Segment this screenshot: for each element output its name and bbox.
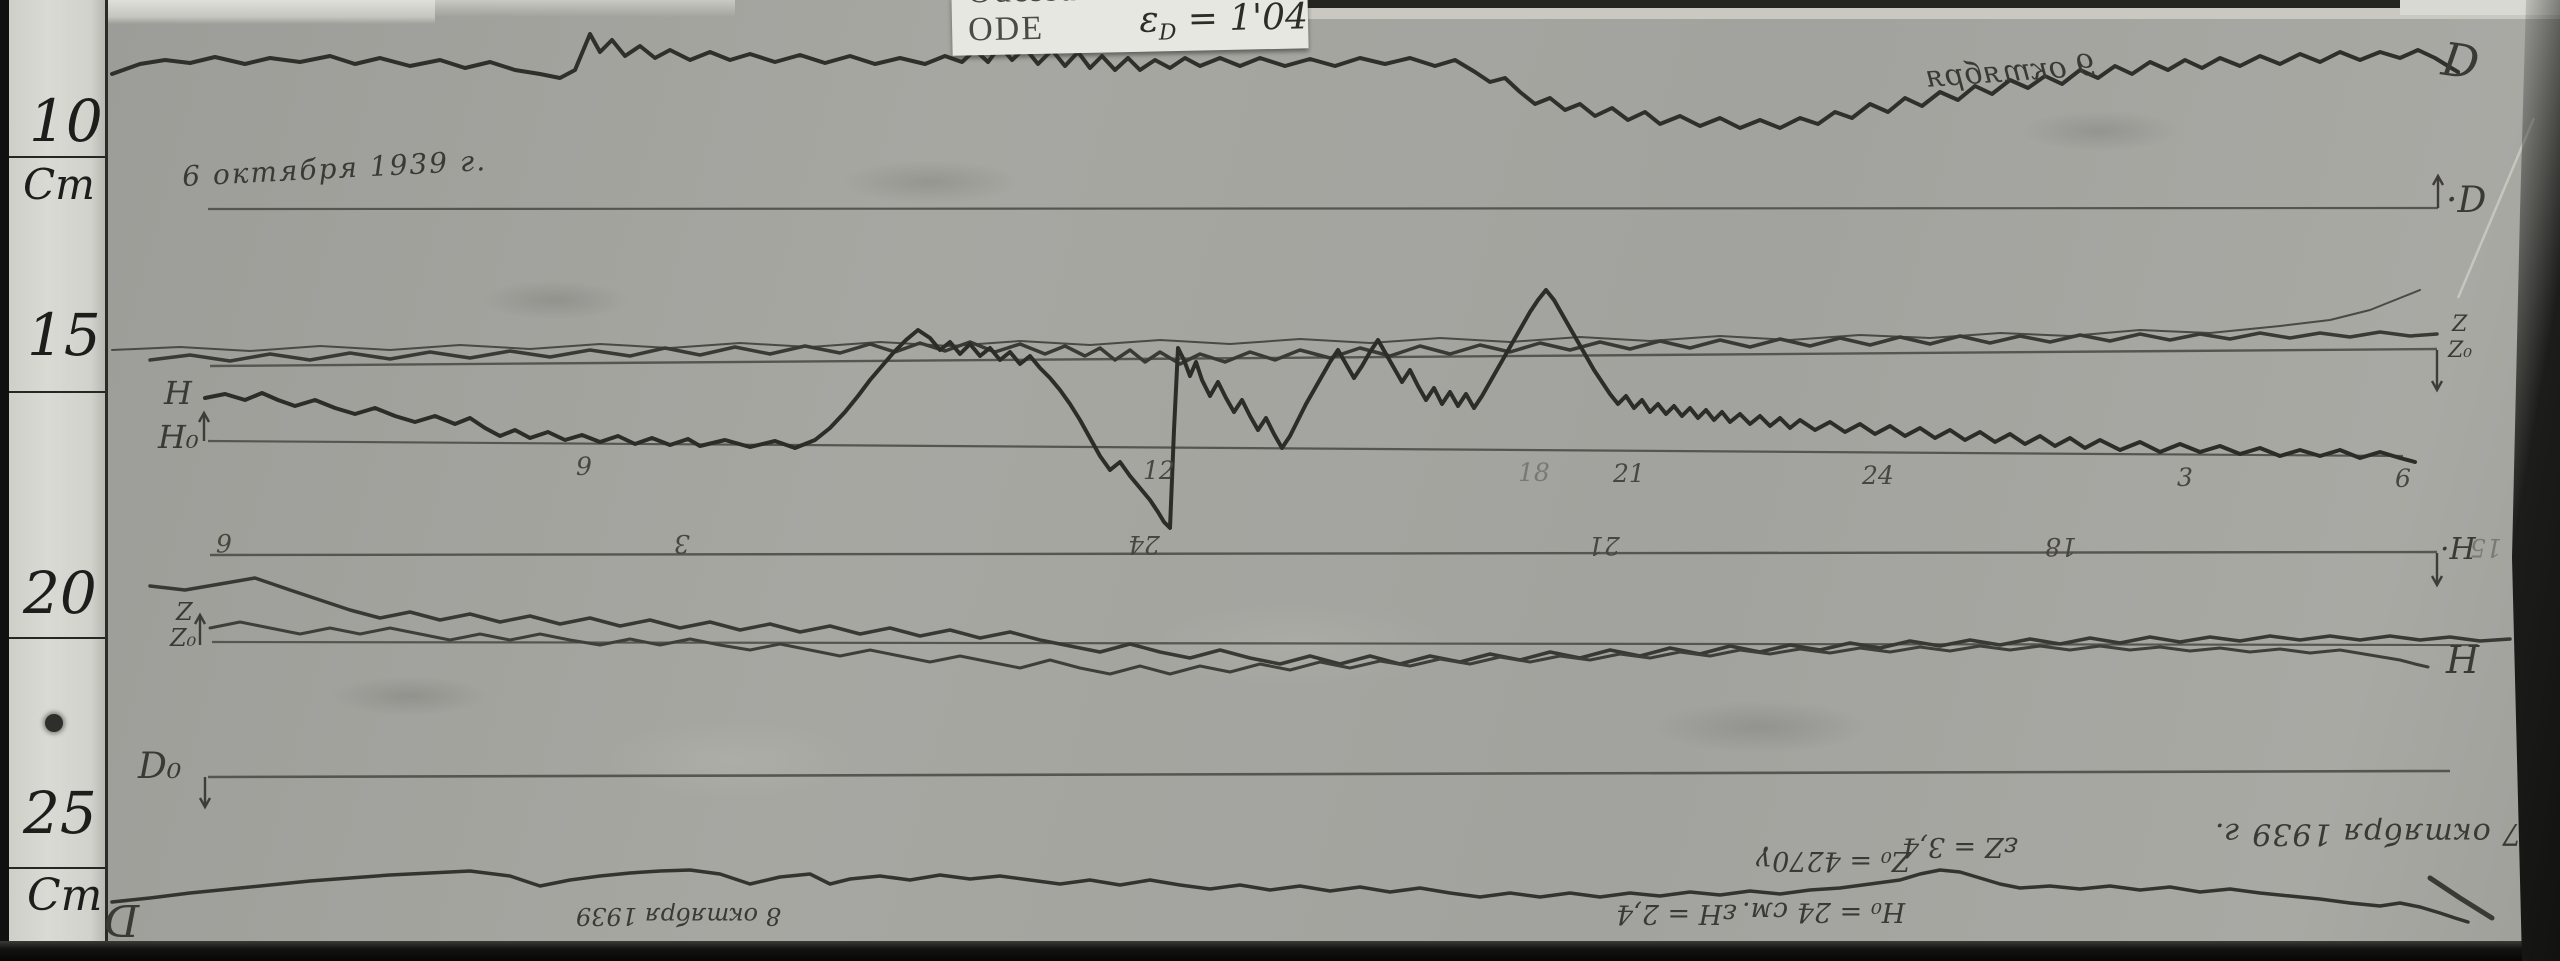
observatory-name: Odessa-ODE [967, 0, 1091, 49]
centimeter-ruler: 10 Cm 15 20 25 Cm [9, 0, 108, 944]
base-h-annotation: H₀ = 24 см. [1742, 896, 1906, 927]
trace-D-7oct [110, 868, 2470, 924]
arrowhead-up-icon [193, 612, 207, 625]
ruler-tick [9, 156, 105, 158]
hour-label: 21 [1588, 531, 1620, 560]
hour-label: 6 [2395, 464, 2411, 493]
d-trace-label-right: D [2438, 31, 2483, 91]
z0-baseline-label-right: Z₀ [2448, 338, 2473, 363]
h0-baseline-label-left: H₀ [158, 418, 199, 456]
baseline-Z0-7oct [211, 640, 2479, 647]
arrowhead-up-icon [2431, 173, 2445, 186]
hour-label: 18 [1518, 458, 1550, 487]
trace-Z-7oct [148, 576, 2512, 666]
hour-label: 3 [2177, 463, 2193, 492]
z0-baseline-label-left: Z₀ [170, 624, 197, 652]
arrowhead-down-icon [198, 797, 212, 810]
paper-light-patch [600, 720, 860, 800]
h-trace-label-left: H [164, 374, 192, 412]
d0-baseline-label-left: D₀ [138, 746, 182, 787]
epsilon-value: = 1'04 [1187, 0, 1309, 40]
trace-H-6oct [203, 288, 2417, 530]
date-annotation-8oct-rotated: 8 октября 1939 [576, 902, 781, 930]
arrowhead-up-icon [197, 410, 211, 423]
film-edge [0, 0, 9, 961]
ruler-unit-cm: Cm [23, 160, 95, 209]
ruler-tick [9, 637, 105, 639]
paper-light-patch [1150, 600, 1450, 690]
paper-smudge [480, 280, 630, 320]
z-trace-label-left: Z [176, 598, 193, 626]
trace-Z-6oct [148, 330, 2439, 366]
ruler-tick [9, 391, 105, 393]
trace-pencil-slash [2427, 875, 2495, 921]
top-right-highlight [2400, 0, 2560, 15]
h-trace-label-right: H [2446, 638, 2480, 682]
baseline-H0-6oct [207, 439, 2404, 458]
d0-baseline-label-right: ·D [2446, 180, 2487, 221]
top-edge-highlight [435, 0, 735, 17]
observatory-label-box: Odessa-ODE εD = 1'04 [951, 0, 1309, 56]
hour-label: 3 [674, 529, 690, 558]
paper-smudge [840, 160, 1020, 204]
scale-value-label: εD = 1'04 [1139, 0, 1309, 46]
baseline-D0-6oct [207, 206, 2439, 211]
scale-h-annotation: εH = 2,4 [1616, 898, 1737, 929]
paper-smudge [330, 676, 490, 716]
ruler-mark-20: 20 [23, 559, 97, 627]
epsilon-subscript: D [1158, 20, 1177, 46]
z-trace-label-right: Z [2452, 312, 2468, 337]
paper-smudge [2020, 110, 2180, 152]
ruler-mark-10: 10 [29, 87, 103, 155]
date-annotation-7oct-rotated: 7 октября 1939 г. [2214, 816, 2522, 851]
top-edge-highlight [105, 0, 435, 24]
ruler-mark-15: 15 [27, 301, 101, 369]
trace-D-6oct [110, 32, 2460, 130]
ruler-unit-cm: Cm [27, 870, 103, 921]
ruler-dot [45, 714, 63, 732]
paper-crease [2456, 117, 2536, 299]
baseline-H0-7oct [209, 550, 2438, 557]
h0-baseline-label-right: ·H [2440, 532, 2476, 567]
ruler-mark-25: 25 [23, 779, 97, 847]
hour-label: 12 [1143, 456, 1175, 485]
hour-label: 24 [1128, 530, 1160, 559]
arrowhead-down-icon [2430, 575, 2444, 588]
baseline-D0-7oct [207, 769, 2451, 779]
top-edge-ruler-sliver [1296, 0, 2560, 28]
base-z-annotation: Z₀ = 4270γ [1756, 845, 1911, 876]
hour-label: 6 [216, 528, 232, 557]
hour-label: 24 [1862, 461, 1894, 490]
arrowhead-down-icon [2430, 380, 2444, 393]
trace-Z-thin-6oct [111, 289, 2421, 352]
d-trace-label-bottom-left: D [104, 894, 140, 945]
trace-H-7oct [208, 620, 2430, 676]
epsilon-symbol: ε [1138, 0, 1160, 41]
scale-z-annotation: εZ = 3,4 [1902, 831, 2018, 862]
ruler-tick [9, 867, 105, 869]
hour-label: 9 [576, 452, 592, 481]
paper-smudge [1650, 700, 1870, 754]
photo-bottom-edge [0, 941, 2560, 961]
hour-label: 21 [1613, 459, 1645, 488]
hour-label: 18 [2045, 532, 2077, 561]
hour-label: 15 [2470, 533, 2502, 562]
